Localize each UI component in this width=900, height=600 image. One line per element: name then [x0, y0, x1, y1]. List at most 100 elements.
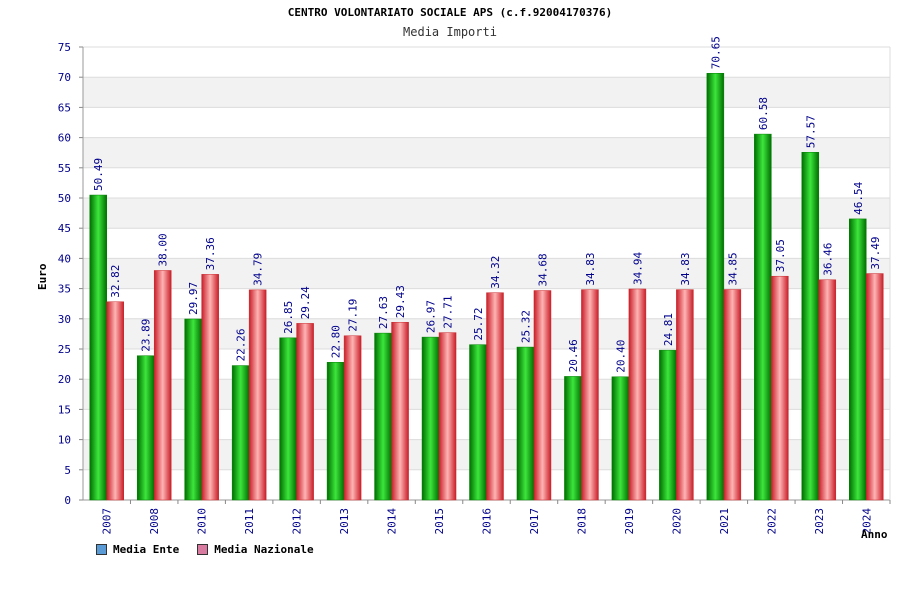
- y-tick-label: 60: [58, 132, 71, 145]
- bar-media-nazionale: [296, 323, 314, 501]
- bar-media-nazionale: [676, 289, 694, 501]
- legend-item-media-ente: Media Ente: [96, 543, 179, 556]
- x-tick-label: 2018: [575, 508, 588, 535]
- data-label: 24.81: [662, 313, 675, 346]
- legend-label-media-nazionale: Media Nazionale: [214, 543, 314, 556]
- data-label: 70.65: [709, 36, 722, 69]
- data-label: 34.79: [252, 253, 265, 286]
- bar-media-ente: [516, 346, 535, 501]
- y-tick-label: 25: [58, 343, 71, 356]
- x-tick-label: 2023: [813, 508, 826, 535]
- bar-media-ente: [374, 332, 392, 501]
- bar-media-ente: [564, 376, 582, 501]
- x-tick-label: 2017: [528, 508, 541, 535]
- x-tick-label: 2020: [670, 508, 683, 535]
- data-label: 27.71: [442, 296, 455, 329]
- bar-media-ente: [184, 318, 202, 501]
- bar-media-nazionale: [628, 288, 647, 501]
- bar-media-nazionale: [581, 289, 599, 501]
- data-label: 34.32: [489, 256, 502, 289]
- data-label: 32.82: [109, 265, 122, 298]
- bar-media-nazionale: [866, 273, 884, 501]
- bar-media-ente: [136, 355, 155, 501]
- bar-media-ente: [421, 336, 440, 501]
- bar-media-nazionale: [248, 289, 267, 501]
- data-label: 29.97: [187, 282, 200, 315]
- x-tick-label: 2012: [291, 508, 304, 535]
- legend-swatch-media-nazionale: [197, 544, 209, 555]
- bar-media-ente: [659, 349, 677, 501]
- x-tick-label: 2013: [338, 508, 351, 535]
- data-label: 60.58: [757, 97, 770, 130]
- bar-media-nazionale: [771, 275, 789, 501]
- data-label: 37.49: [869, 236, 882, 269]
- bar-media-nazionale: [201, 274, 219, 501]
- y-tick-label: 35: [58, 283, 71, 296]
- x-tick-label: 2019: [623, 508, 636, 535]
- chart-subtitle: Media Importi: [403, 25, 497, 39]
- data-label: 34.94: [631, 251, 644, 284]
- bar-media-ente: [89, 194, 107, 501]
- x-tick-label: 2007: [101, 508, 114, 535]
- bar-media-ente: [801, 152, 820, 501]
- y-tick-label: 50: [58, 192, 71, 205]
- y-tick-label: 10: [58, 434, 71, 447]
- y-tick-label: 55: [58, 162, 71, 175]
- bar-media-ente: [611, 376, 630, 501]
- data-label: 22.26: [235, 328, 248, 361]
- x-tick-label: 2008: [148, 508, 161, 535]
- data-label: 27.63: [377, 296, 390, 329]
- legend-item-media-nazionale: Media Nazionale: [197, 543, 314, 556]
- data-label: 38.00: [157, 233, 170, 266]
- data-label: 34.68: [536, 253, 549, 286]
- bar-media-ente: [849, 218, 867, 501]
- y-axis-label: Euro: [36, 263, 49, 291]
- bar-media-nazionale: [391, 321, 409, 501]
- x-tick-label: 2015: [433, 508, 446, 535]
- data-label: 20.46: [567, 339, 580, 372]
- data-label: 46.54: [852, 181, 865, 214]
- data-label: 23.89: [140, 319, 153, 352]
- bar-media-ente: [754, 133, 772, 501]
- x-tick-label: 2021: [718, 508, 731, 535]
- legend: Media Ente Media Nazionale: [96, 543, 314, 556]
- legend-swatch-media-ente: [96, 544, 107, 555]
- bar-media-ente: [231, 365, 250, 501]
- data-label: 25.72: [472, 308, 485, 341]
- data-label: 29.24: [299, 286, 312, 319]
- x-tick-label: 2024: [860, 508, 873, 535]
- data-label: 57.57: [804, 115, 817, 148]
- y-tick-label: 20: [58, 373, 71, 386]
- data-label: 27.19: [347, 299, 360, 332]
- bar-media-nazionale: [818, 279, 837, 501]
- chart-title: CENTRO VOLONTARIATO SOCIALE APS (c.f.920…: [287, 6, 613, 19]
- data-label: 29.43: [394, 285, 407, 318]
- bar-media-nazionale: [153, 270, 172, 501]
- data-label: 26.85: [282, 301, 295, 334]
- bar-media-nazionale: [438, 332, 457, 501]
- data-label: 37.36: [204, 237, 217, 270]
- y-tick-label: 75: [58, 41, 71, 54]
- bar-media-nazionale: [486, 292, 504, 501]
- y-tick-label: 0: [64, 494, 71, 507]
- bar-media-ente: [279, 337, 297, 501]
- x-tick-label: 2022: [765, 508, 778, 535]
- bar-media-ente: [706, 73, 725, 501]
- bar-media-nazionale: [106, 301, 124, 501]
- data-label: 20.40: [614, 340, 627, 373]
- data-label: 37.05: [774, 239, 787, 272]
- grid-band: [83, 77, 890, 108]
- data-label: 34.83: [584, 253, 597, 286]
- x-tick-label: 2016: [481, 508, 494, 535]
- data-label: 34.83: [679, 253, 692, 286]
- x-axis-label: Anno: [861, 528, 888, 541]
- bar-media-ente: [326, 362, 345, 501]
- data-label: 25.32: [519, 310, 532, 343]
- y-tick-label: 30: [58, 313, 71, 326]
- data-label: 50.49: [92, 158, 105, 191]
- x-tick-label: 2011: [243, 508, 256, 535]
- x-tick-label: 2010: [196, 508, 209, 535]
- bar-media-ente: [469, 344, 487, 501]
- legend-label-media-ente: Media Ente: [113, 543, 180, 556]
